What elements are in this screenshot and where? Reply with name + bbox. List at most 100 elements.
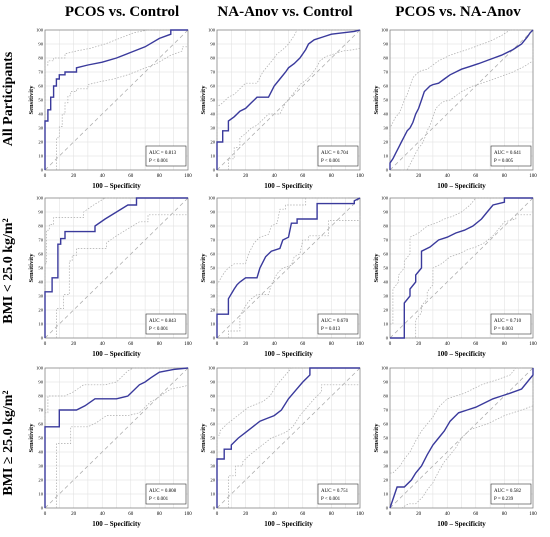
roc-curve	[44, 367, 189, 508]
x-tick-label: 0	[389, 342, 392, 347]
y-tick-label: 10	[38, 322, 43, 327]
ci-lower-line	[228, 214, 361, 338]
plot-frame	[216, 367, 361, 509]
column-title-2: NA-Anov vs. Control	[217, 4, 353, 20]
x-tick-label: 100	[529, 512, 537, 517]
x-tick-label: 20	[416, 512, 422, 517]
x-tick-label: 80	[502, 342, 508, 347]
y-tick-label: 50	[38, 266, 43, 271]
y-tick-label: 80	[383, 56, 388, 61]
x-tick-label: 20	[71, 342, 77, 347]
y-tick-label: 30	[38, 126, 43, 131]
x-tick-label: 40	[272, 174, 278, 179]
ci-upper-line	[389, 367, 522, 494]
column-title-3: PCOS vs. NA-Anov	[395, 4, 521, 20]
roc-curve	[216, 197, 361, 338]
y-tick-label: 40	[383, 450, 388, 455]
x-tick-label: 60	[300, 512, 306, 517]
y-tick-label: 90	[38, 380, 43, 385]
y-tick-label: 90	[210, 42, 215, 47]
y-tick-label: 70	[38, 238, 43, 243]
y-tick-label: 50	[38, 98, 43, 103]
x-tick-label: 20	[71, 174, 77, 179]
p-value: P < 0.001	[149, 327, 169, 332]
x-tick-label: 60	[128, 342, 134, 347]
roc-curve	[389, 368, 534, 509]
x-tick-label: 0	[44, 174, 47, 179]
y-tick-label: 30	[38, 464, 43, 469]
auc-value: AUC = 0.843	[149, 319, 177, 324]
plot-frame	[216, 197, 361, 339]
auc-value: AUC = 0.582	[494, 489, 522, 494]
x-tick-label: 0	[44, 512, 47, 517]
ci-upper-line	[44, 367, 177, 494]
y-tick-label: 90	[38, 42, 43, 47]
plot-frame	[216, 29, 361, 171]
x-tick-label: 40	[272, 342, 278, 347]
x-tick-label: 20	[416, 174, 422, 179]
x-tick-label: 100	[356, 342, 364, 347]
y-tick-label: 50	[38, 436, 43, 441]
auc-box	[317, 145, 359, 167]
y-tick-label: 60	[383, 84, 388, 89]
auc-value: AUC = 0.813	[149, 151, 177, 156]
y-tick-label: 10	[210, 154, 215, 159]
auc-box	[145, 483, 187, 505]
p-value: P = 0.005	[494, 159, 514, 164]
y-axis-title: Sensitivity	[200, 423, 207, 453]
y-tick-label: 70	[383, 238, 388, 243]
reference-diagonal	[216, 367, 361, 509]
roc-panel-r2c1: 0 10 20 30 40 50 60 70 80 90 100 0 20 40 60 80 100 100 – …	[200, 366, 364, 528]
x-tick-label: 80	[329, 174, 335, 179]
y-tick-label: 30	[383, 294, 388, 299]
y-tick-label: 80	[38, 56, 43, 61]
y-tick-label: 20	[383, 478, 388, 483]
y-tick-label: 60	[38, 84, 43, 89]
auc-box	[490, 145, 532, 167]
x-axis-title: 100 – Specificity	[437, 350, 486, 358]
y-tick-label: 70	[210, 408, 215, 413]
y-tick-label: 100	[208, 366, 216, 371]
plot-frame	[389, 367, 534, 509]
y-tick-label: 100	[381, 196, 389, 201]
x-tick-label: 80	[329, 512, 335, 517]
roc-panel-r0c1: 0 10 20 30 40 50 60 70 80 90 100 0 20 40 60 80 100 100 – …	[200, 28, 364, 190]
y-tick-label: 30	[383, 464, 388, 469]
roc-panel-r1c2: 0 10 20 30 40 50 60 70 80 90 100 0 20 40 60 80 100 100 – …	[373, 196, 537, 358]
y-tick-label: 90	[383, 210, 388, 215]
plot-frame	[389, 197, 534, 339]
reference-diagonal	[389, 29, 534, 171]
x-tick-label: 80	[329, 342, 335, 347]
y-tick-label: 0	[213, 336, 216, 341]
y-tick-label: 80	[210, 224, 215, 229]
ci-lower-line	[401, 214, 533, 339]
roc-panel-r2c0: 0 10 20 30 40 50 60 70 80 90 100 0 20 40 60 80 100 100 – …	[28, 366, 192, 528]
auc-box	[490, 313, 532, 335]
x-tick-label: 0	[216, 342, 219, 347]
y-tick-label: 70	[383, 408, 388, 413]
x-axis-title: 100 – Specificity	[437, 520, 486, 528]
ci-upper-line	[389, 29, 522, 156]
y-tick-label: 40	[38, 450, 43, 455]
p-value: P < 0.001	[321, 159, 341, 164]
ci-lower-line	[56, 384, 189, 508]
x-tick-label: 20	[416, 342, 422, 347]
roc-curve	[44, 29, 188, 170]
y-tick-label: 0	[213, 506, 216, 511]
reference-diagonal	[216, 29, 361, 171]
y-axis-title: Sensitivity	[28, 253, 35, 283]
roc-panel-r1c1: 0 10 20 30 40 50 60 70 80 90 100 0 20 40 60 80 100 100 – …	[200, 196, 364, 358]
x-tick-label: 20	[243, 512, 249, 517]
ci-upper-line	[44, 197, 177, 324]
y-tick-label: 20	[38, 478, 43, 483]
p-value: P < 0.001	[321, 497, 341, 502]
y-tick-label: 80	[38, 394, 43, 399]
y-tick-label: 50	[210, 436, 215, 441]
y-tick-label: 80	[38, 224, 43, 229]
y-axis-title: Sensitivity	[373, 423, 380, 453]
x-tick-label: 60	[300, 342, 306, 347]
roc-curve	[390, 197, 533, 339]
y-tick-label: 10	[383, 322, 388, 327]
y-tick-label: 30	[38, 294, 43, 299]
